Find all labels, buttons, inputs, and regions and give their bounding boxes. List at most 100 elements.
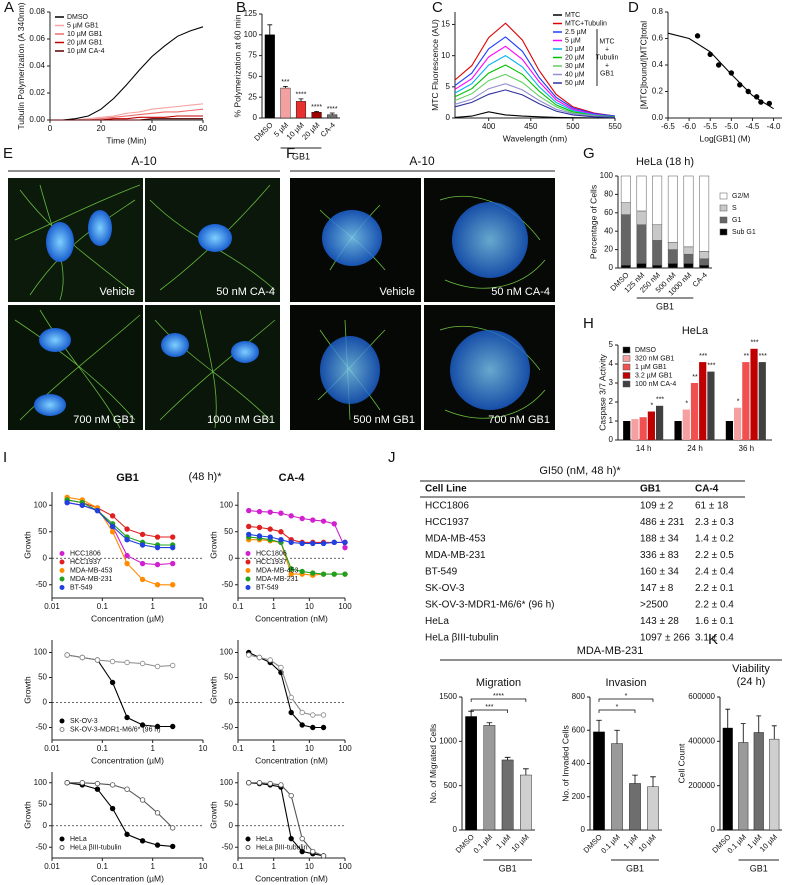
chart-title: Viability [732,663,770,675]
y-tick-label: 125 [244,9,258,18]
data-line [454,64,616,118]
image-labels: Vehicle 50 nM CA-4 700 nM GB1 1000 nM GB… [73,286,550,426]
significance: **** [296,92,307,99]
data-point [169,560,176,567]
table-cell: 1097 ± 266 [640,633,690,644]
data-point [154,582,161,588]
x-tick-label: 0.1 [97,744,109,753]
y-axis-label: Growth [208,531,218,559]
legend-label: DMSO [67,14,89,21]
bracket-label: *** [485,704,493,711]
data-line [248,536,345,575]
legend-label: BT-549 [70,584,93,591]
y-tick-label: 600000 [688,692,715,701]
group-label: GB1 [750,863,768,873]
data-point [256,780,263,786]
bar [611,743,623,831]
microscopy-e [8,178,280,430]
x-tick-label: 500 [566,122,580,131]
y-tick-label: -50 [35,580,47,589]
legend-label: HCC1937 [70,559,101,566]
bar-segment [636,263,647,269]
legend-label: 20 µM [565,54,585,61]
legend-marker [245,568,251,573]
data-point [169,544,176,551]
bar [742,362,750,440]
bar [750,348,758,440]
data-point [267,780,273,787]
significance: **** [327,106,338,113]
legend-marker [59,559,65,565]
x-tick-label: 0.1 [97,602,109,611]
bar [699,362,707,440]
x-tick-label: 10 [305,602,314,611]
bar-segment [636,210,647,226]
y-tick-label: -50 [221,580,233,589]
error-bar [523,768,529,776]
error-bar [267,24,273,35]
data-point [320,540,327,547]
y-tick-label: 50 [248,72,257,81]
y-tick-label: 100 [220,778,234,787]
bar [465,716,477,831]
legend-label: 5 µM [565,37,581,44]
table-header: GB1 [640,484,661,495]
data-point [246,523,252,530]
y-tick-label: 100 [220,500,234,509]
table-cell: BT-549 [425,567,458,578]
y-tick-label: 80 [604,190,613,199]
x-axis-label: Wavelength (nm) [503,133,568,143]
significance: ** [744,353,750,360]
x-tick-label: 550 [608,122,622,131]
legend-swatch [719,228,728,236]
image-label: Vehicle [380,286,415,298]
error-bar [298,98,304,102]
x-tick-label: 450 [524,122,538,131]
legend-label: HCC1937 [256,559,287,566]
x-axis-label: Concentration (nM) [255,755,328,765]
x-tick-label: 10 [199,862,208,871]
bracket [470,698,527,702]
significance: * [685,400,688,407]
data-point [753,94,760,100]
y-tick-label: 25 [248,92,257,101]
data-point [79,654,86,661]
error-bar [756,715,762,733]
bar [647,411,655,440]
y-tick-label: 1000 [439,736,457,745]
x-tick-label: CA-4 [691,270,709,288]
x-tick-label: -5.0 [724,122,738,131]
nucleus [450,330,530,410]
y-tick-label: 800 [572,692,586,701]
y-tick-label: 100 [220,648,234,657]
data-point [288,571,294,577]
data-point [288,792,294,799]
y-tick-label: 100 [34,778,48,787]
data-point [707,51,713,58]
data-point [320,571,327,577]
table-cell: 109 ± 2 [640,501,674,512]
data-point [320,518,327,524]
data-point [64,652,70,658]
data-point [139,838,146,844]
legend-swatch [622,363,631,371]
data-point [288,513,294,519]
table-cell: 2.3 ± 0.3 [695,517,734,528]
significance: *** [750,340,758,347]
data-point [124,786,130,792]
legend-label: HCC1806 [70,550,101,557]
table-cell: 61 ± 18 [695,501,729,512]
data-point [320,853,327,859]
legend-label: S [732,205,737,212]
x-tick-label: 20 µM [300,120,321,141]
significance: *** [707,362,715,369]
y-tick-label: 200000 [688,781,715,790]
bar-segment [620,214,631,266]
data-point [94,507,101,514]
x-tick-label: 1 [271,862,276,871]
data-point [124,659,130,666]
data-point [288,566,294,572]
table-cell: 2.2 ± 0.1 [695,583,734,594]
data-point [299,848,305,855]
y-tick-label: 0.00 [29,115,45,124]
